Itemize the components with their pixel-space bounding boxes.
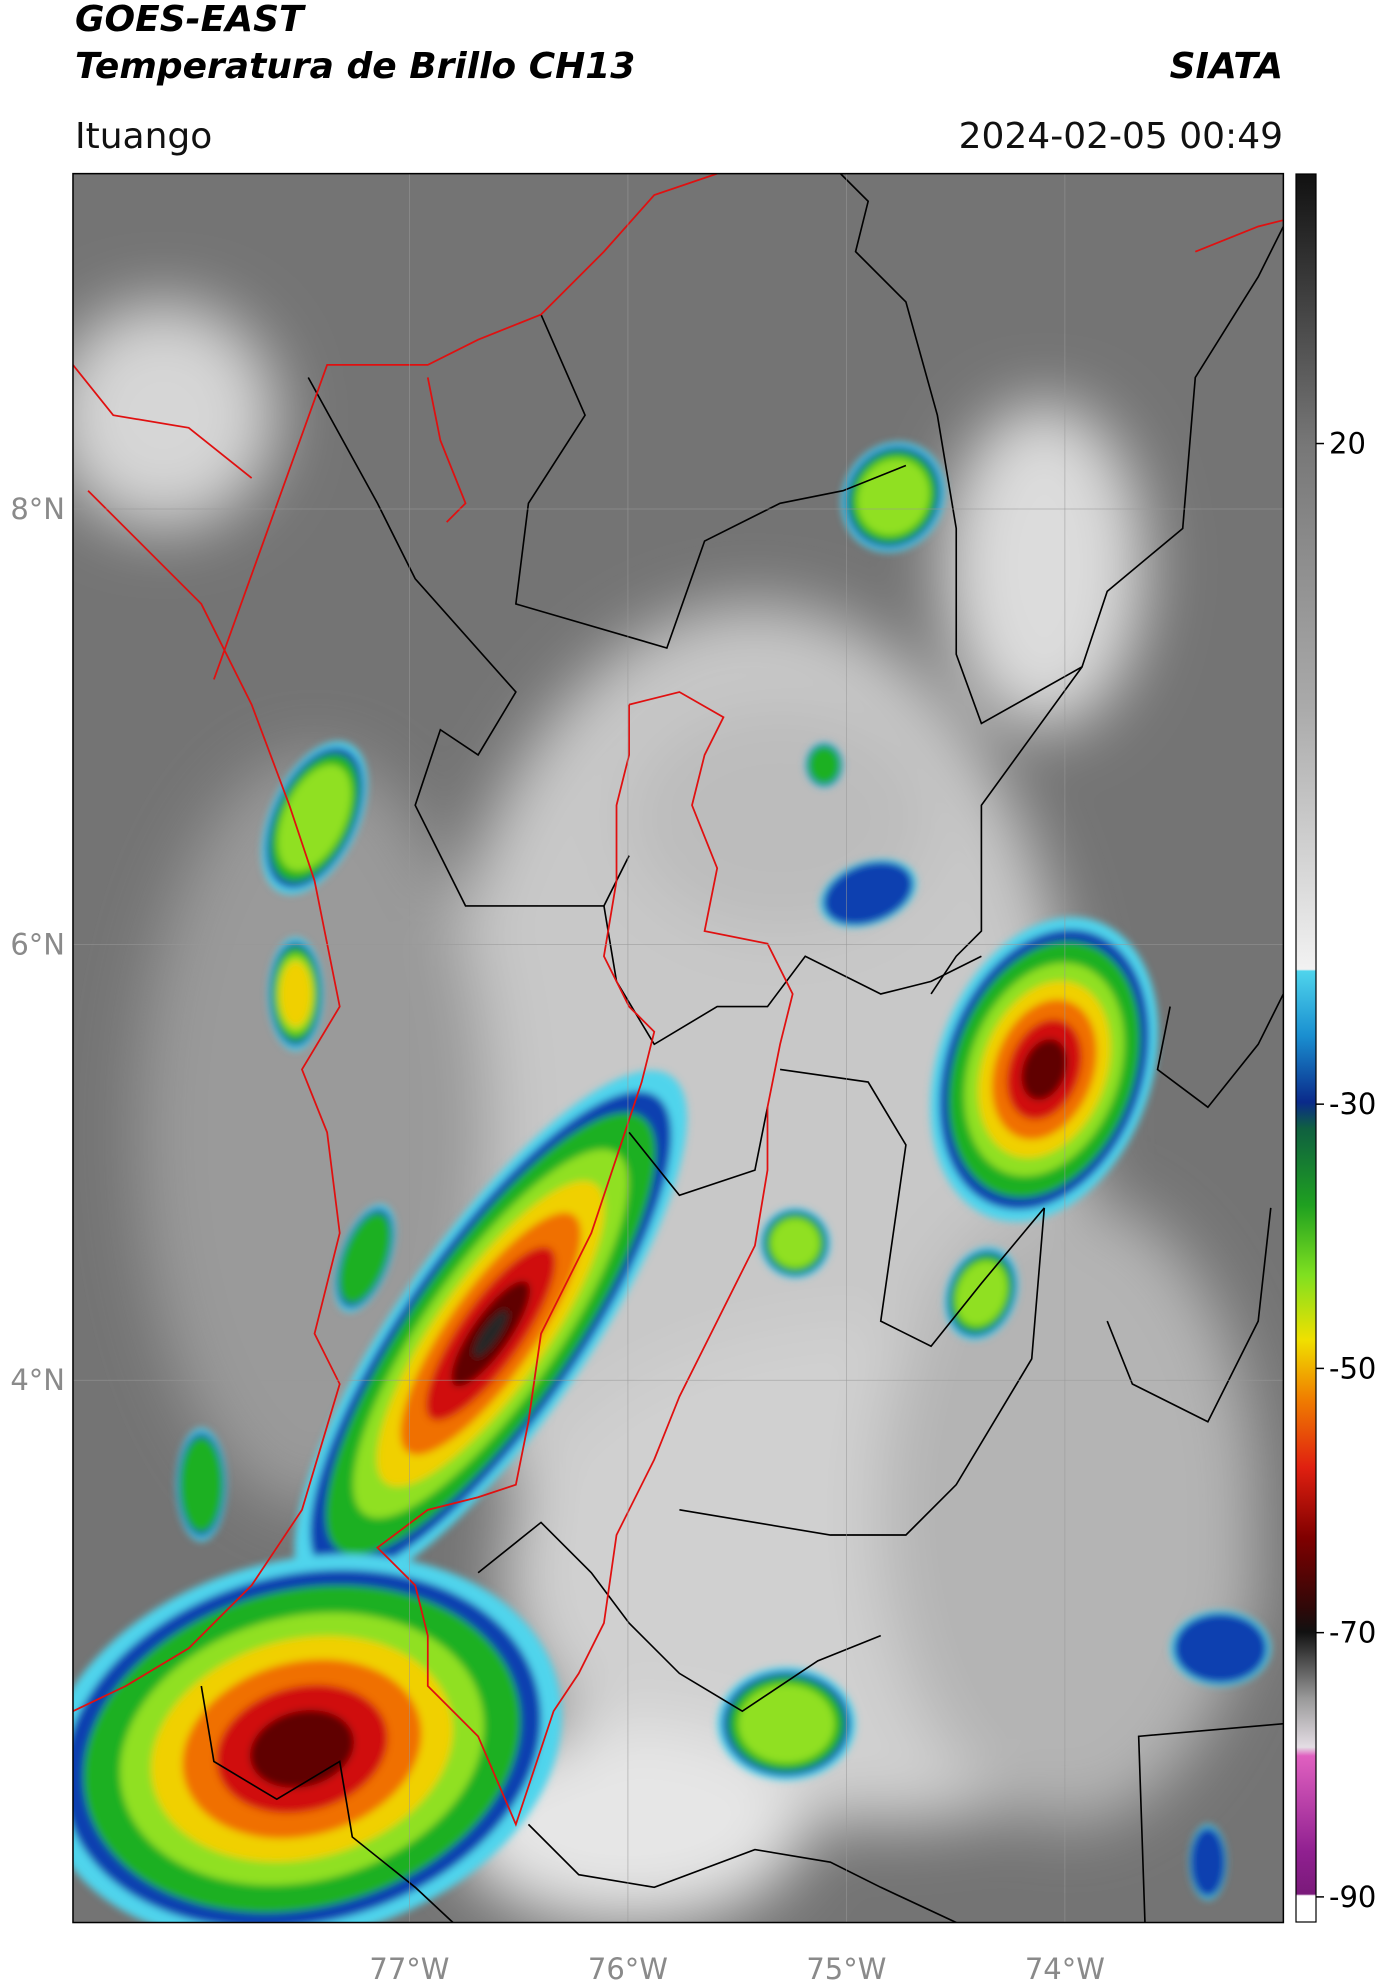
x-tick-label: 77°W xyxy=(369,1952,449,1981)
storm-cell xyxy=(339,1212,391,1304)
colorbar-tick-label: -50 xyxy=(1329,1351,1376,1385)
location: Ituango xyxy=(75,116,212,157)
colorbar-tick-label: -90 xyxy=(1329,1880,1376,1914)
boundaries-red xyxy=(72,173,1284,1827)
storm-cell xyxy=(1021,1039,1068,1100)
storm-cell xyxy=(1190,1827,1226,1897)
storm-cell xyxy=(808,745,840,785)
storm-cell xyxy=(473,1309,509,1358)
admin-borders xyxy=(200,173,1284,1923)
x-tick-label: 75°W xyxy=(806,1952,886,1981)
map-frame xyxy=(72,172,1285,1924)
y-tick-label: 6°N xyxy=(10,928,65,962)
colorbar-tick-label: -30 xyxy=(1329,1087,1376,1121)
title-product: Temperatura de Brillo CH13 xyxy=(75,46,635,87)
datetime: 2024-02-05 00:49 xyxy=(959,116,1283,157)
convective-cells xyxy=(72,441,1271,1923)
map-layer xyxy=(72,172,1285,1924)
storm-cell xyxy=(955,1260,1008,1326)
title-satellite: GOES-EAST xyxy=(75,0,306,40)
y-tick-label: 8°N xyxy=(10,492,65,526)
colorbar: 20 -30 -50 -70 -90 xyxy=(1295,173,1376,1923)
storm-cell xyxy=(180,1437,223,1533)
storm-cell xyxy=(823,861,913,925)
storm-cell xyxy=(279,961,312,1027)
storm-cell xyxy=(1174,1613,1267,1683)
x-tick-label: 76°W xyxy=(588,1952,668,1981)
map-area xyxy=(72,173,1284,1923)
storm-cell xyxy=(277,764,352,872)
storm-cell xyxy=(737,1684,835,1764)
y-tick-label: 4°N xyxy=(10,1363,65,1397)
graticule xyxy=(72,173,1284,1923)
colorbar-tick-label: -70 xyxy=(1329,1616,1376,1650)
colorbar-tick-label: 20 xyxy=(1329,427,1366,461)
agency: SIATA xyxy=(1170,46,1283,87)
storm-cell xyxy=(770,1218,820,1268)
x-tick-label: 74°W xyxy=(1025,1952,1105,1981)
colorbar-scale xyxy=(1295,173,1317,1923)
